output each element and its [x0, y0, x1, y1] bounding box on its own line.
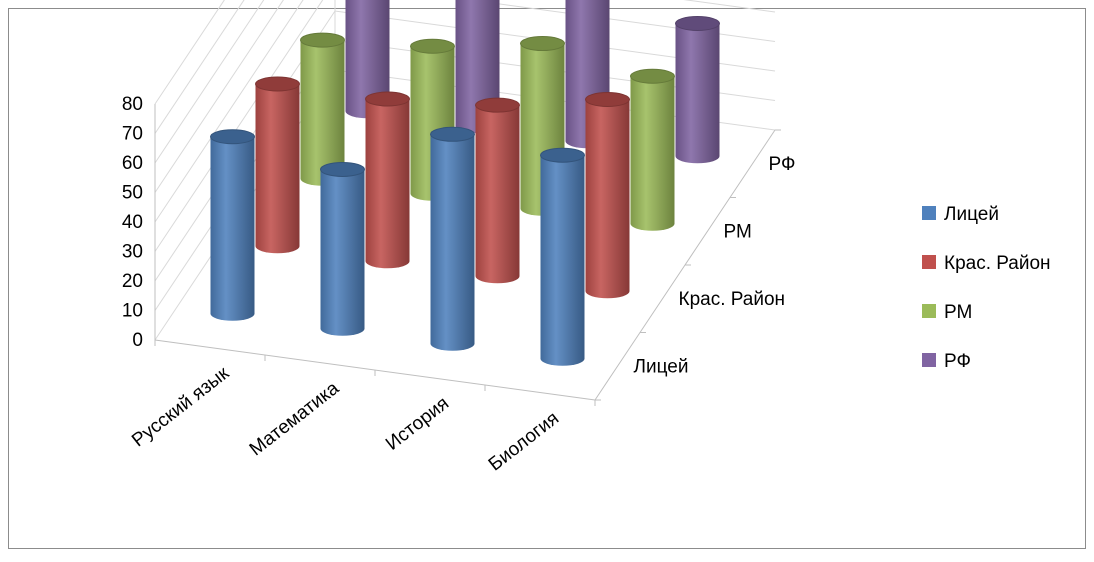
depth-tick-label: РФ [769, 154, 796, 175]
legend: Лицей Крас. Район РМ РФ [922, 204, 1051, 372]
legend-swatch [922, 255, 936, 269]
bar-математика-крас-район [365, 91, 410, 269]
bar-биология-рф [675, 16, 720, 164]
bar-top [675, 16, 720, 31]
bar-body [300, 40, 345, 186]
bar-top [520, 36, 565, 52]
y-tick-label: 50 [122, 183, 143, 204]
y-tick-label: 60 [122, 153, 143, 174]
legend-label: Лицей [944, 204, 999, 225]
gridline [154, 0, 284, 193]
legend-label: РМ [944, 302, 972, 323]
bar-body [475, 105, 520, 284]
legend-label: Крас. Район [944, 253, 1051, 274]
bar-математика-лицей [320, 161, 365, 336]
bar-top [540, 147, 585, 163]
legend-item-рм: РМ [922, 302, 972, 323]
bar-body [585, 99, 630, 299]
bar-top [365, 91, 410, 107]
bar-top [410, 38, 455, 54]
depth-tick-label: Лицей [634, 356, 689, 377]
bar-биология-рм [630, 68, 675, 231]
bar-body [320, 169, 365, 336]
gridline [154, 0, 245, 134]
bar-body [210, 136, 255, 321]
depth-tick-label: РМ [724, 221, 752, 242]
chart-bars [210, 0, 720, 366]
bar-body [675, 23, 720, 164]
gridline [154, 0, 265, 164]
bar-body [430, 134, 475, 351]
y-tick-label: 80 [122, 94, 143, 115]
legend-swatch [922, 206, 936, 220]
bar-body [540, 155, 585, 366]
legend-label: РФ [944, 351, 971, 372]
depth-tick-label: Крас. Район [679, 289, 786, 310]
bar-история-крас-район [475, 97, 520, 284]
bar-top [475, 97, 520, 113]
y-tick-label: 20 [122, 271, 143, 292]
bar-top [320, 161, 365, 177]
legend-swatch [922, 304, 936, 318]
legend-item-рф: РФ [922, 351, 971, 372]
bar-top [630, 68, 675, 84]
bar-top [585, 92, 630, 107]
bar-top [300, 32, 345, 48]
bar-top [255, 76, 300, 92]
bar-русский-язык-крас-район [255, 76, 300, 254]
y-tick-label: 40 [122, 212, 143, 233]
bar-биология-крас-район [585, 92, 630, 299]
y-tick-label: 0 [132, 330, 143, 351]
bar-body [630, 76, 675, 231]
bar-body [365, 99, 410, 269]
bar-top [210, 129, 255, 145]
bar-body [255, 84, 300, 254]
depth-axis-labels: Лицей Крас. Район РМ РФ [634, 154, 796, 378]
y-tick-label: 70 [122, 124, 143, 145]
bar-биология-лицей [540, 147, 585, 366]
bar-top [430, 126, 475, 142]
gridline [154, 0, 225, 105]
bar-история-лицей [430, 126, 475, 351]
y-tick-label: 10 [122, 301, 143, 322]
bar-русский-язык-лицей [210, 129, 255, 321]
y-tick-label: 30 [122, 242, 143, 263]
bar-body [345, 0, 390, 119]
legend-swatch [922, 353, 936, 367]
bar-русский-язык-рф [345, 0, 390, 119]
legend-item-лицей: Лицей [922, 204, 999, 225]
y-axis-tick-labels: 0 10 20 30 40 50 60 70 80 [122, 94, 143, 351]
legend-item-крас-район: Крас. Район [922, 253, 1051, 274]
bar-русский-язык-рм [300, 32, 345, 186]
